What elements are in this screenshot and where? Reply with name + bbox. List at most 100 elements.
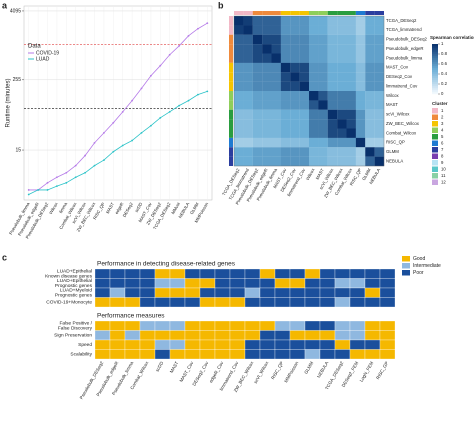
heatmap-cell bbox=[309, 100, 319, 110]
heatmap-cell bbox=[374, 16, 385, 26]
heatmap-cell bbox=[365, 62, 375, 73]
row-label: MAST bbox=[386, 102, 398, 107]
heatmap-cell bbox=[355, 156, 366, 167]
tile-cell bbox=[319, 330, 336, 341]
tile-cell bbox=[139, 297, 156, 308]
tile-cell bbox=[304, 349, 321, 360]
heatmap-cell bbox=[318, 44, 328, 54]
cluster-legend-label: 4 bbox=[441, 127, 444, 132]
heatmap-cell bbox=[318, 128, 328, 138]
tile-cell bbox=[184, 320, 201, 331]
colorbar-step bbox=[432, 58, 438, 61]
heatmap-cell bbox=[365, 34, 375, 45]
colorbar-step bbox=[432, 66, 438, 69]
tile-cell bbox=[214, 330, 231, 341]
heatmap-cell bbox=[290, 147, 300, 157]
heatmap-cell bbox=[290, 137, 300, 148]
cluster-swatch bbox=[432, 121, 438, 127]
data-point bbox=[206, 22, 209, 25]
cluster-legend-label: 7 bbox=[441, 147, 444, 152]
heatmap-cell bbox=[271, 16, 281, 26]
tile-cell bbox=[259, 297, 276, 308]
heatmap-cell bbox=[355, 53, 366, 63]
tile-cell bbox=[139, 268, 156, 279]
heatmap-cell bbox=[374, 44, 385, 54]
row-label: LUAD+Epithelial bbox=[57, 269, 92, 275]
tile-cell bbox=[379, 320, 396, 331]
heatmap-cell bbox=[318, 81, 328, 92]
heatmap-cell bbox=[337, 128, 347, 138]
tile-cell bbox=[334, 268, 351, 279]
heatmap-cell bbox=[309, 137, 319, 148]
heatmap-cell bbox=[309, 91, 319, 101]
heatmap-cell bbox=[243, 81, 253, 92]
data-point bbox=[197, 93, 199, 96]
cluster-swatch bbox=[432, 153, 438, 159]
heatmap-cell bbox=[374, 25, 385, 35]
x-tick-label: limma bbox=[58, 201, 68, 214]
tile-cell bbox=[259, 320, 276, 331]
heatmap-cell bbox=[262, 100, 272, 110]
heatmap-cell bbox=[309, 109, 319, 120]
column-label: MAST bbox=[315, 167, 325, 180]
data-point bbox=[150, 124, 152, 127]
tile-cell bbox=[259, 287, 276, 298]
tile-cell bbox=[94, 278, 111, 289]
heatmap-frame bbox=[233, 15, 385, 167]
cluster-strip bbox=[374, 11, 384, 15]
heatmap-cell bbox=[271, 91, 281, 101]
heatmap-cell bbox=[337, 147, 347, 157]
heatmap-cell bbox=[290, 16, 300, 26]
heatmap-cell bbox=[299, 109, 310, 120]
cluster-strip bbox=[229, 91, 233, 101]
heatmap-cell bbox=[262, 72, 272, 82]
colorbar-step bbox=[432, 84, 438, 87]
heatmap-cell bbox=[337, 100, 347, 110]
heatmap-cell bbox=[355, 100, 366, 110]
heatmap-cell bbox=[318, 91, 328, 101]
cluster-strip bbox=[337, 11, 347, 15]
heatmap-cell bbox=[365, 109, 375, 120]
heatmap-cell bbox=[262, 147, 272, 157]
heatmap-cell bbox=[262, 91, 272, 101]
tile-cell bbox=[184, 268, 201, 279]
row-label: False Discovery bbox=[58, 326, 93, 332]
heatmap-cell bbox=[327, 137, 338, 148]
tile-cell bbox=[214, 297, 231, 308]
tile-cell bbox=[259, 268, 276, 279]
data-point bbox=[56, 185, 58, 188]
heatmap-cell bbox=[252, 34, 263, 45]
heatmap-cell bbox=[262, 44, 272, 54]
heatmap-cell bbox=[234, 119, 244, 129]
colorbar-step bbox=[432, 56, 438, 59]
cluster-strip bbox=[280, 11, 291, 15]
tile-cell bbox=[274, 339, 291, 350]
tile-cell bbox=[139, 320, 156, 331]
heatmap-cell bbox=[280, 16, 291, 26]
tile-cell bbox=[199, 339, 216, 350]
cluster-legend-title: Cluster bbox=[432, 101, 448, 106]
cluster-swatch bbox=[432, 173, 438, 179]
heatmap-cell bbox=[262, 137, 272, 148]
heatmap-cell bbox=[365, 72, 375, 82]
tile-cell bbox=[274, 278, 291, 289]
legend-label: Good bbox=[413, 256, 425, 262]
cluster-strip bbox=[229, 109, 233, 120]
heatmap-cell bbox=[299, 91, 310, 101]
heatmap-cell bbox=[234, 25, 244, 35]
colorbar-step bbox=[432, 50, 438, 53]
heatmap-cell bbox=[355, 91, 366, 101]
heatmap-cell bbox=[346, 16, 356, 26]
heatmap-cell bbox=[346, 25, 356, 35]
legend-label: Poor bbox=[413, 270, 424, 276]
data-point bbox=[168, 110, 171, 113]
tile-cell bbox=[169, 330, 186, 341]
heatmap-cell bbox=[280, 100, 291, 110]
data-point bbox=[46, 181, 49, 184]
tile-cell bbox=[319, 349, 336, 360]
cluster-strip bbox=[229, 72, 233, 82]
heatmap-cell bbox=[234, 128, 244, 138]
heatmap-cell bbox=[234, 137, 244, 148]
cluster-strip bbox=[229, 156, 233, 166]
heatmap-cell bbox=[290, 81, 300, 92]
